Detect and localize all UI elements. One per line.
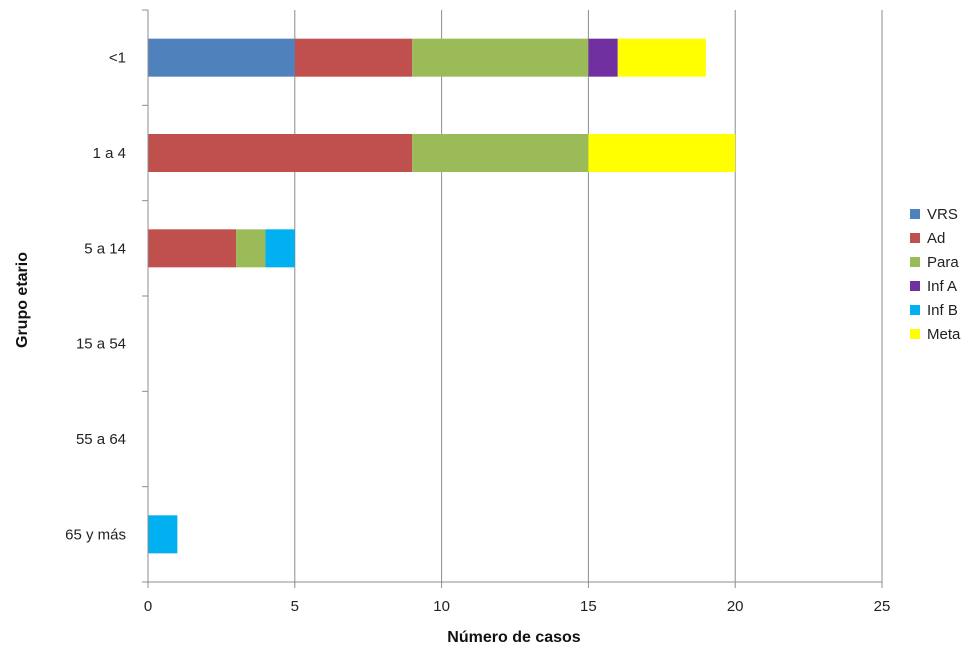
y-tick-label-5: 65 y más — [65, 526, 126, 543]
bar-0-2 — [412, 38, 589, 77]
y-tick-label-3: 15 a 54 — [76, 336, 126, 353]
legend-label-5: Meta — [927, 326, 961, 343]
x-tick-label-4: 20 — [727, 598, 744, 615]
legend-label-1: Ad — [927, 230, 945, 247]
bar-0-1 — [294, 38, 413, 77]
bar-2-2 — [236, 229, 266, 268]
legend: VRS Ad Para Inf A Inf B Meta — [910, 206, 961, 343]
bar-1-5 — [588, 134, 736, 172]
legend-label-0: VRS — [927, 206, 958, 223]
bar-2-4 — [265, 229, 295, 268]
legend-label-2: Para — [927, 254, 959, 271]
legend-swatch-1 — [910, 233, 920, 243]
bar-layer — [148, 38, 736, 554]
legend-label-3: Inf A — [927, 278, 957, 295]
x-tick-label-3: 15 — [580, 598, 597, 615]
legend-swatch-4 — [910, 305, 920, 315]
bar-0-0 — [148, 38, 295, 77]
axis-layer — [142, 9, 883, 588]
grid-layer — [294, 10, 883, 582]
bar-2-1 — [148, 229, 237, 268]
x-tick-label-2: 10 — [433, 598, 450, 615]
x-tick-label-5: 25 — [874, 598, 891, 615]
legend-swatch-2 — [910, 257, 920, 267]
label-layer: <1 1 a 4 5 a 14 15 a 54 55 a 64 65 y más 0 5 10 1… — [65, 50, 890, 615]
y-tick-label-4: 55 a 64 — [76, 431, 126, 448]
bar-0-5 — [617, 38, 706, 77]
x-tick-label-0: 0 — [144, 598, 152, 615]
legend-label-4: Inf B — [927, 302, 958, 319]
bar-1-1 — [148, 134, 413, 172]
legend-swatch-0 — [910, 209, 920, 219]
y-tick-label-2: 5 a 14 — [84, 240, 126, 257]
y-tick-label-0: <1 — [109, 50, 126, 67]
legend-swatch-3 — [910, 281, 920, 291]
y-tick-label-1: 1 a 4 — [93, 145, 126, 162]
y-axis-title: Grupo etario — [14, 252, 31, 348]
x-tick-label-1: 5 — [291, 598, 299, 615]
bar-1-2 — [412, 134, 589, 172]
x-axis-title: Número de casos — [447, 629, 580, 646]
bar-5-4 — [148, 515, 178, 554]
legend-swatch-5 — [910, 329, 920, 339]
bar-0-3 — [588, 38, 618, 77]
